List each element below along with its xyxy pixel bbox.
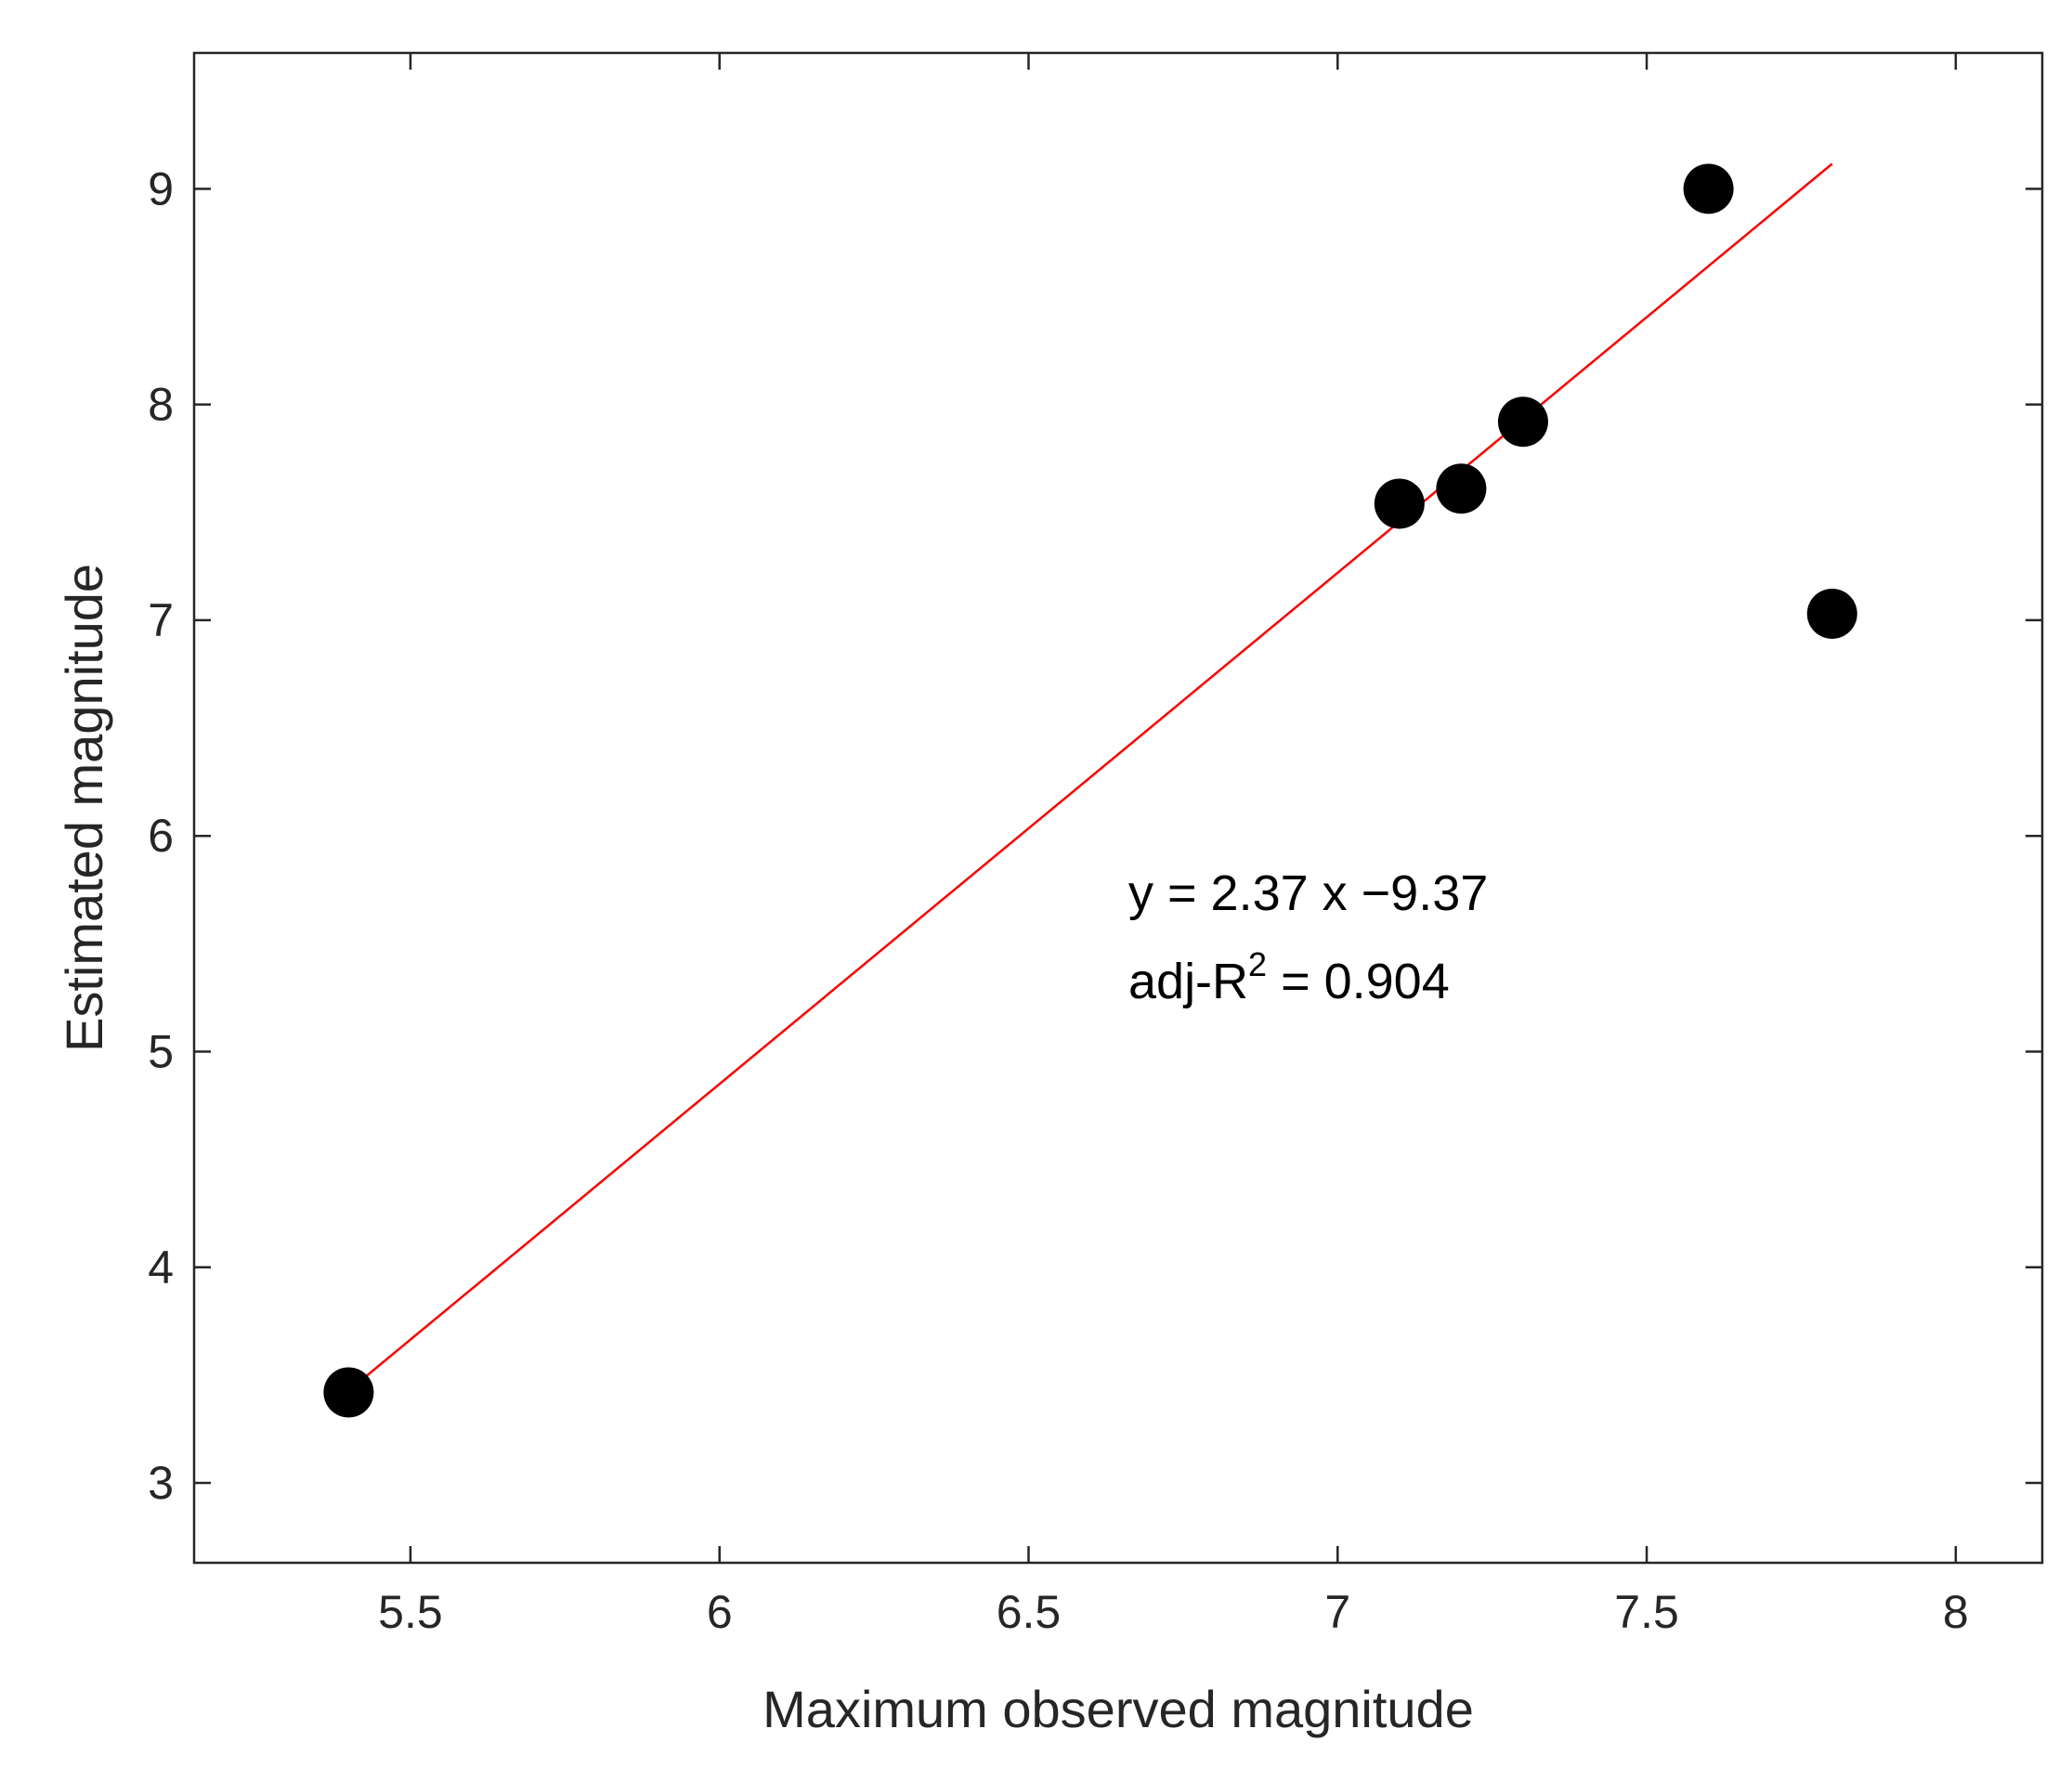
plot-area: [192, 51, 2044, 1565]
y-tick-label: 6: [148, 810, 174, 862]
data-point: [1683, 163, 1734, 214]
data-point: [1436, 463, 1487, 514]
r2-superscript: 2: [1248, 945, 1267, 983]
x-tick-label: 6.5: [997, 1586, 1062, 1638]
y-tick-label: 5: [148, 1025, 174, 1077]
data-point: [323, 1367, 374, 1418]
r2-annotation: adj-R2 = 0.904: [1128, 945, 1450, 1009]
equation-annotation: y = 2.37 x −9.37: [1128, 865, 1488, 921]
axis-ticks: [194, 53, 2042, 1563]
y-tick-label: 7: [148, 594, 174, 646]
y-tick-label: 4: [148, 1242, 174, 1294]
x-tick-label: 8: [1943, 1586, 1969, 1638]
x-tick-label: 6: [707, 1586, 733, 1638]
x-tick-label: 5.5: [378, 1586, 443, 1638]
data-point: [1497, 396, 1548, 448]
y-tick-label: 9: [148, 162, 174, 214]
data-points: [323, 163, 1857, 1418]
x-tick-labels: 5.5 6 6.5 7 7.5 8: [378, 1586, 1969, 1638]
x-tick-label: 7: [1324, 1586, 1350, 1638]
y-axis-title: Estimated magnitude: [55, 564, 113, 1052]
r2-suffix: = 0.904: [1267, 954, 1450, 1009]
data-point: [1806, 588, 1857, 639]
x-axis-title: Maximum observed magnitude: [762, 1680, 1474, 1738]
y-tick-label: 3: [148, 1457, 174, 1509]
data-point: [1374, 478, 1425, 529]
r2-prefix: adj-R: [1128, 954, 1248, 1009]
y-tick-label: 8: [148, 379, 174, 431]
y-tick-labels: 3 4 5 6 7 8 9: [148, 162, 174, 1509]
fit-line: [347, 162, 1833, 1392]
x-tick-label: 7.5: [1614, 1586, 1679, 1638]
